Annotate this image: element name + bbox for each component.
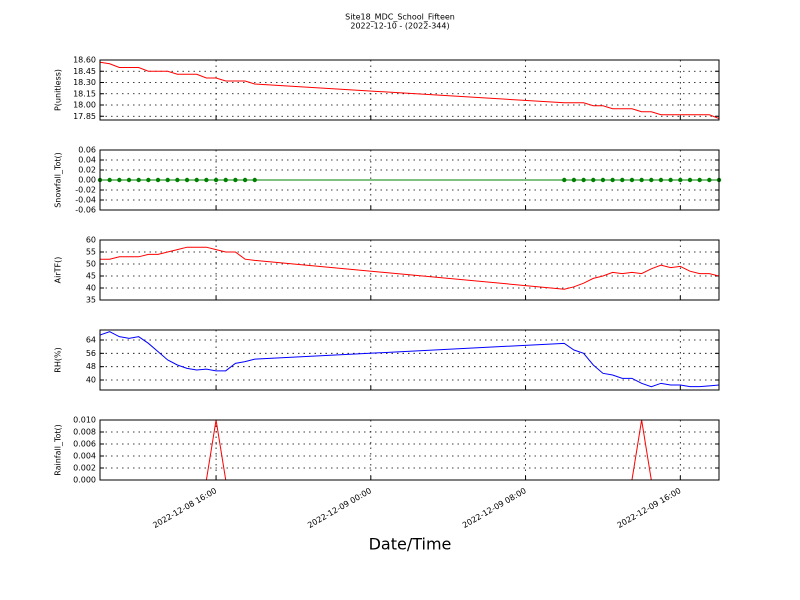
y-tick-label: 0.06: [78, 146, 96, 155]
data-point: [117, 177, 122, 183]
data-point: [707, 177, 712, 183]
data-point: [242, 177, 248, 183]
data-point: [233, 177, 238, 183]
y-tick-label: 60: [86, 236, 96, 245]
y-tick-label: 18.00: [73, 101, 96, 110]
data-point: [165, 177, 170, 183]
data-point: [668, 177, 673, 183]
y-axis-label: RH(%): [54, 347, 63, 372]
plot-frame: [99, 59, 720, 121]
x-tick-label: 2022-12-09 00:00: [306, 486, 373, 530]
data-line: [100, 331, 719, 388]
y-tick-label: 64: [86, 336, 96, 345]
chart-title: Site18_MDC_School_Fifteen: [345, 13, 455, 22]
data-point: [562, 177, 567, 183]
chart-subtitle: 2022-12-10 - (2022-344): [350, 22, 449, 31]
data-point: [687, 177, 693, 183]
y-tick-label: 0.02: [78, 166, 96, 175]
plot-frame: [99, 149, 720, 211]
data-point: [581, 177, 586, 183]
y-tick-label: 40: [86, 284, 96, 293]
data-point: [184, 177, 190, 183]
y-tick-label: 18.45: [73, 67, 96, 76]
data-point: [136, 177, 141, 183]
y-tick-label: 45: [86, 272, 96, 281]
x-tick-label: 2022-12-09 16:00: [616, 486, 683, 530]
data-point: [146, 177, 151, 183]
data-point: [252, 177, 257, 183]
y-tick-label: 0.004: [73, 452, 96, 461]
y-tick-label: 0.000: [73, 476, 96, 485]
y-tick-label: 0.04: [78, 156, 96, 165]
data-point: [591, 177, 596, 183]
data-point: [204, 177, 209, 183]
data-line: [100, 246, 719, 290]
y-tick-label: 17.85: [73, 112, 96, 121]
y-tick-label: 0.010: [73, 416, 96, 425]
data-point: [610, 177, 615, 183]
y-tick-label: -0.02: [75, 186, 96, 195]
data-point: [194, 177, 199, 183]
y-tick-label: 0.006: [73, 440, 96, 449]
data-point: [697, 177, 702, 183]
data-point: [155, 177, 161, 183]
y-tick-label: 35: [86, 296, 96, 305]
plot-frame: [99, 239, 720, 301]
data-point: [107, 177, 112, 183]
y-tick-label: 50: [86, 260, 96, 269]
data-point: [213, 177, 219, 183]
y-tick-label: 0.002: [73, 464, 96, 473]
data-point: [175, 177, 180, 183]
y-tick-label: 18.30: [73, 78, 96, 87]
y-tick-label: 18.60: [73, 56, 96, 65]
data-point: [649, 177, 654, 183]
y-tick-label: -0.06: [75, 206, 96, 215]
y-tick-label: -0.04: [75, 196, 96, 205]
y-tick-label: 56: [86, 349, 96, 358]
plot-frame: [99, 329, 720, 391]
y-tick-label: 48: [86, 362, 96, 371]
data-point: [639, 177, 644, 183]
y-tick-label: 40: [86, 376, 96, 385]
x-axis-label: Date/Time: [369, 535, 452, 554]
x-tick-label: 2022-12-08 16:00: [151, 486, 218, 530]
y-axis-label: Snowfall_Tot(): [54, 152, 63, 208]
x-tick-label: 2022-12-09 08:00: [461, 486, 528, 530]
y-tick-label: 55: [86, 248, 96, 257]
data-point: [126, 177, 132, 183]
data-point: [571, 177, 577, 183]
data-point: [600, 177, 606, 183]
data-point: [678, 177, 683, 183]
y-axis-label: Rainfall_Tot(): [54, 424, 63, 476]
data-point: [629, 177, 635, 183]
data-line: [100, 420, 719, 480]
y-axis-label: P(unitless): [54, 69, 63, 111]
y-tick-label: 0.008: [73, 428, 96, 437]
plot-frame: [99, 419, 720, 481]
y-axis-label: AirTF(): [54, 257, 63, 284]
y-tick-label: 0.00: [78, 176, 96, 185]
y-tick-label: 18.15: [73, 89, 96, 98]
data-point: [658, 177, 664, 183]
data-line: [100, 61, 719, 119]
data-point: [620, 177, 625, 183]
data-point: [223, 177, 228, 183]
